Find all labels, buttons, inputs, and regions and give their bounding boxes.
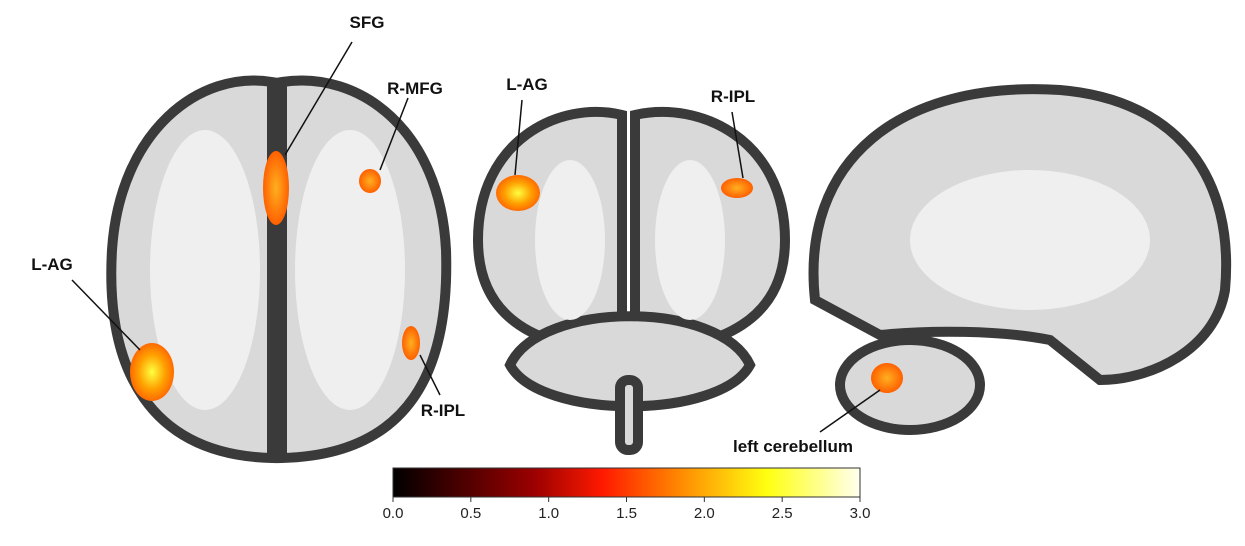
tick-label: 1.5 [616,505,637,522]
coronal-slice [472,106,791,455]
region-label: left cerebellum [733,437,853,456]
leader-line [284,41,353,156]
leader-line [419,354,441,396]
region-label: R-MFG [387,79,443,98]
region-label: R-IPL [711,87,755,106]
leader-line [819,389,881,433]
tick-label: 1.0 [538,505,559,522]
region-label: SFG [350,13,385,32]
region-label: R-IPL [421,401,465,420]
tick-label: 0.0 [383,505,404,522]
colorbar [392,467,861,498]
leader-line [731,111,744,179]
tick-label: 0.5 [460,505,481,522]
leader-line [379,97,409,171]
leader-line [514,99,523,176]
leader-line [71,279,141,351]
region-label: L-AG [31,255,73,274]
sagittal-slice [808,84,1232,435]
tick-label: 2.5 [772,505,793,522]
axial-slice [106,75,452,464]
tick-label: 2.0 [694,505,715,522]
region-label: L-AG [506,75,548,94]
tick-label: 3.0 [850,505,871,522]
